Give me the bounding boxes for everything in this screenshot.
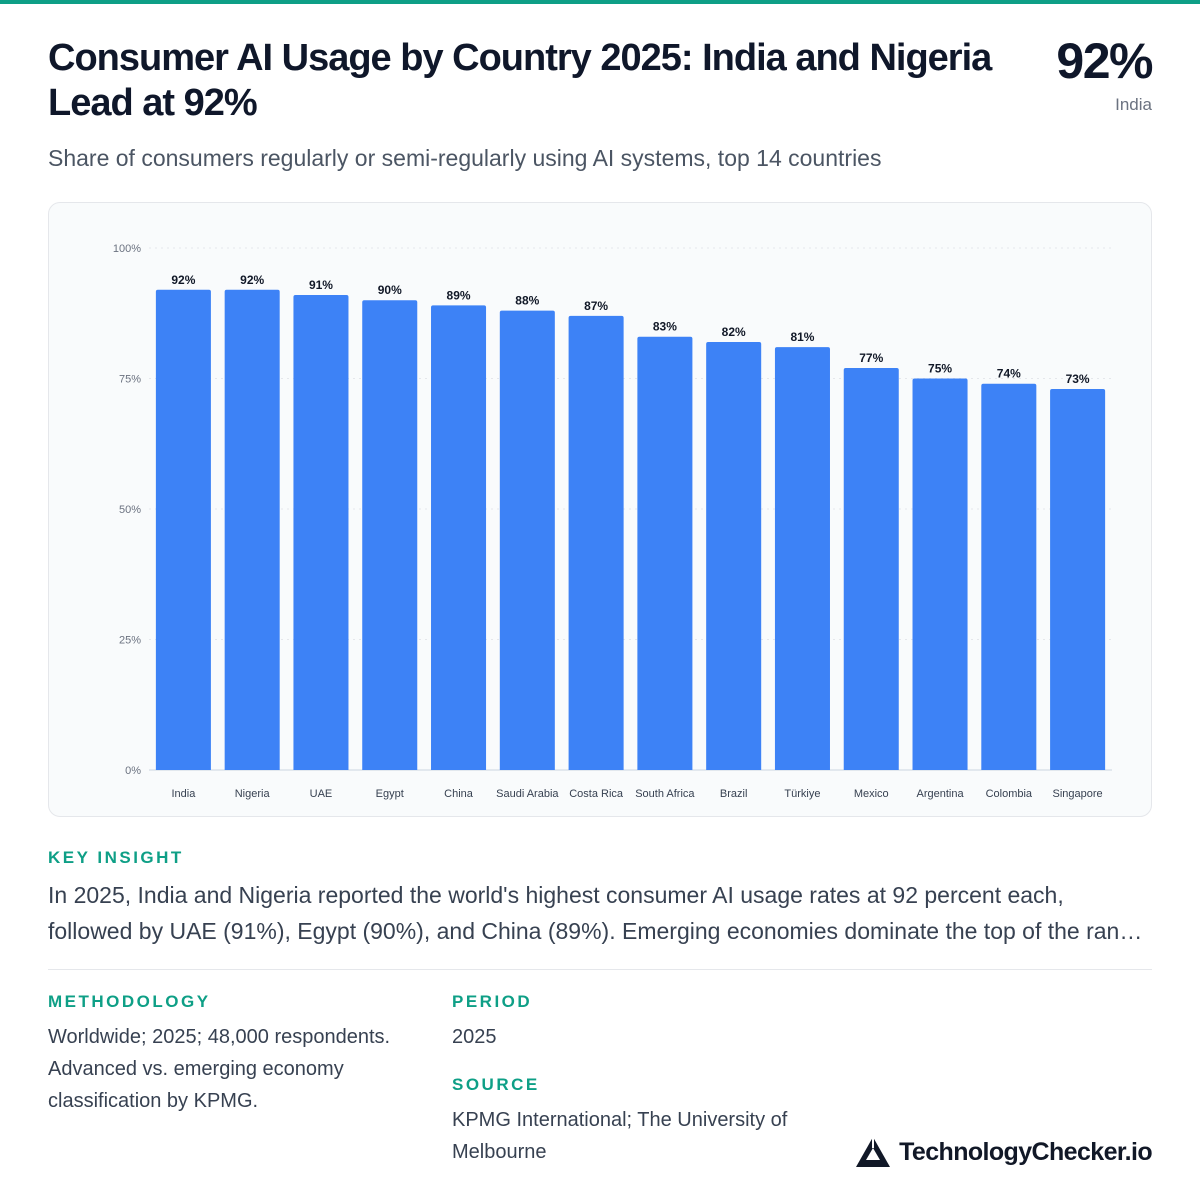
brand-logo: TechnologyChecker.io (855, 1136, 1153, 1168)
x-tick-label: Türkiye (784, 788, 820, 800)
page-title: Consumer AI Usage by Country 2025: India… (48, 37, 992, 124)
bar (843, 368, 899, 770)
y-tick-label: 0% (125, 765, 141, 777)
y-tick-label: 25% (119, 635, 141, 647)
bar (637, 336, 693, 770)
bar (431, 305, 487, 770)
x-tick-label: UAE (310, 788, 333, 800)
period-label: PERIOD (452, 992, 533, 1011)
chart-card: 0% 25% 50% 75% 100% 92% India 92% Nigeria 91% UAE 9… (48, 202, 1152, 817)
section-divider (48, 969, 1152, 970)
period-text: 2025 (452, 1026, 497, 1048)
x-tick-label: South Africa (635, 788, 695, 800)
bar-value-label: 92% (240, 273, 264, 287)
kpi-value: 92% (1056, 33, 1153, 89)
bar (155, 289, 211, 770)
bar-value-label: 91% (309, 278, 333, 292)
bar-value-label: 92% (171, 273, 195, 287)
bar (706, 341, 762, 770)
kpi-label: India (1115, 95, 1152, 114)
bar-value-label: 87% (584, 299, 608, 313)
bar-chart: 0% 25% 50% 75% 100% 92% India 92% Nigeria 91% UAE 9… (113, 243, 1112, 800)
x-tick-label: Colombia (986, 788, 1033, 800)
insight-label: KEY INSIGHT (48, 848, 184, 867)
headline-kpi: 92% India (1056, 32, 1153, 117)
bar (362, 300, 418, 770)
bar (568, 315, 624, 770)
x-tick-label: Nigeria (235, 788, 271, 800)
y-tick-label: 75% (119, 374, 141, 386)
bar (981, 383, 1037, 770)
source-label: SOURCE (452, 1075, 540, 1094)
x-tick-label: Mexico (854, 788, 889, 800)
x-tick-label: India (171, 788, 196, 800)
page-subtitle: Share of consumers regularly or semi-reg… (48, 145, 882, 171)
bar-value-label: 83% (653, 320, 677, 334)
bar-value-label: 89% (447, 288, 471, 302)
bar (499, 310, 555, 770)
bar-value-label: 75% (928, 362, 952, 376)
brand-name: TechnologyChecker.io (899, 1137, 1152, 1166)
x-tick-label: Costa Rica (569, 788, 624, 800)
bar-value-label: 81% (790, 330, 814, 344)
x-tick-label: Egypt (376, 788, 404, 800)
x-tick-label: China (444, 788, 474, 800)
insight-line-2: followed by UAE (91%), Egypt (90%), and … (48, 918, 1152, 944)
bar-value-label: 73% (1066, 372, 1090, 386)
y-tick-label: 100% (113, 243, 141, 255)
bar-value-label: 77% (859, 351, 883, 365)
insight-text: In 2025, India and Nigeria reported the … (48, 877, 1152, 949)
bar-value-label: 74% (997, 367, 1021, 381)
insight-line-1: In 2025, India and Nigeria reported the … (48, 882, 1064, 908)
bar (224, 289, 280, 770)
x-tick-label: Singapore (1053, 788, 1103, 800)
bar-value-label: 90% (378, 283, 402, 297)
y-tick-label: 50% (119, 504, 141, 516)
bar (774, 347, 830, 770)
x-tick-label: Argentina (916, 788, 964, 800)
bar (293, 294, 349, 770)
top-accent-rule (0, 0, 1200, 4)
x-tick-label: Brazil (720, 788, 748, 800)
bar (912, 378, 968, 770)
source-text: KPMG International; The University of Me… (452, 1109, 788, 1163)
bar-value-label: 82% (722, 325, 746, 339)
methodology-text: Worldwide; 2025; 48,000 respondents. Adv… (48, 1026, 391, 1112)
bar-value-label: 88% (515, 294, 539, 308)
x-tick-label: Saudi Arabia (496, 788, 559, 800)
bar (1050, 388, 1106, 770)
triangle-logo-icon (856, 1137, 891, 1167)
methodology-label: METHODOLOGY (48, 992, 211, 1011)
